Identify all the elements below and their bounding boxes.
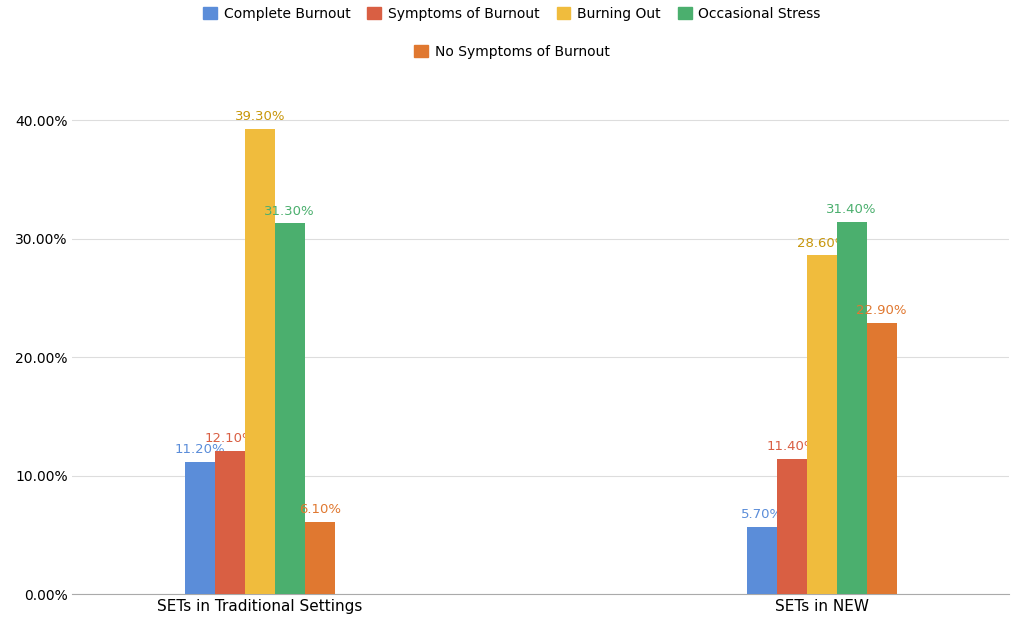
Bar: [305, 522, 335, 594]
Text: 28.60%: 28.60%: [797, 237, 847, 250]
Bar: [215, 451, 245, 594]
Text: 31.40%: 31.40%: [826, 203, 877, 216]
Text: 5.70%: 5.70%: [740, 508, 782, 521]
Bar: [777, 459, 807, 594]
Text: 31.30%: 31.30%: [264, 204, 315, 218]
Bar: [746, 526, 777, 594]
Bar: [837, 222, 866, 594]
Legend: No Symptoms of Burnout: No Symptoms of Burnout: [414, 45, 610, 58]
Bar: [866, 323, 897, 594]
Text: 22.90%: 22.90%: [856, 304, 907, 317]
Bar: [185, 462, 215, 594]
Bar: [807, 255, 837, 594]
Text: 12.10%: 12.10%: [205, 432, 255, 445]
Text: 6.10%: 6.10%: [299, 503, 341, 516]
Bar: [245, 129, 274, 594]
Legend: Complete Burnout, Symptoms of Burnout, Burning Out, Occasional Stress: Complete Burnout, Symptoms of Burnout, B…: [203, 7, 821, 21]
Text: 39.30%: 39.30%: [234, 110, 285, 123]
Text: 11.40%: 11.40%: [767, 440, 817, 454]
Bar: [274, 223, 305, 594]
Text: 11.20%: 11.20%: [174, 443, 225, 455]
